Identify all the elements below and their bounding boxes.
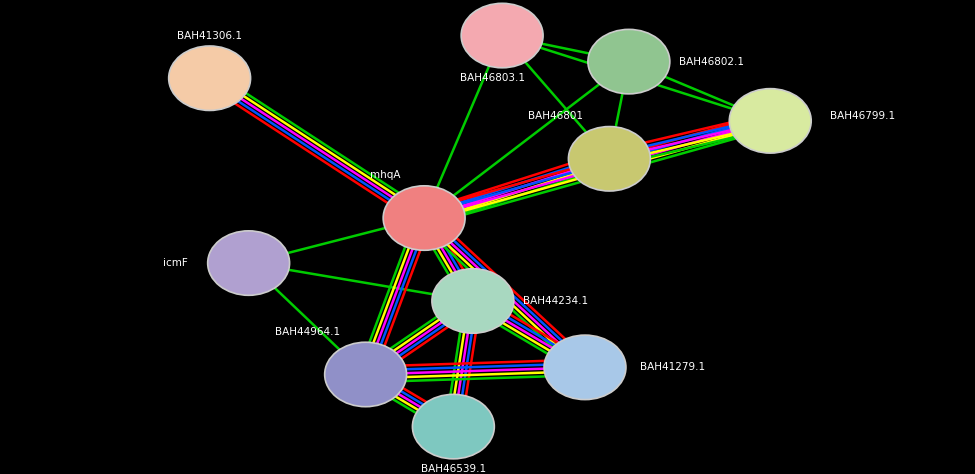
Ellipse shape (544, 335, 626, 400)
Ellipse shape (169, 46, 251, 110)
Text: BAH46799.1: BAH46799.1 (831, 111, 895, 121)
Text: BAH44234.1: BAH44234.1 (524, 296, 588, 306)
Text: BAH41306.1: BAH41306.1 (177, 30, 242, 41)
Text: mhqA: mhqA (370, 170, 401, 181)
Ellipse shape (588, 29, 670, 94)
Text: BAH46802.1: BAH46802.1 (680, 56, 744, 67)
Ellipse shape (432, 269, 514, 333)
Ellipse shape (729, 89, 811, 153)
Text: BAH46803.1: BAH46803.1 (460, 73, 525, 83)
Text: BAH46801: BAH46801 (528, 111, 583, 121)
Ellipse shape (208, 231, 290, 295)
Text: BAH44964.1: BAH44964.1 (275, 327, 339, 337)
Ellipse shape (325, 342, 407, 407)
Text: BAH41279.1: BAH41279.1 (641, 362, 705, 373)
Text: BAH46539.1: BAH46539.1 (421, 464, 486, 474)
Ellipse shape (568, 127, 650, 191)
Ellipse shape (383, 186, 465, 250)
Text: icmF: icmF (163, 258, 188, 268)
Ellipse shape (412, 394, 494, 459)
Ellipse shape (461, 3, 543, 68)
